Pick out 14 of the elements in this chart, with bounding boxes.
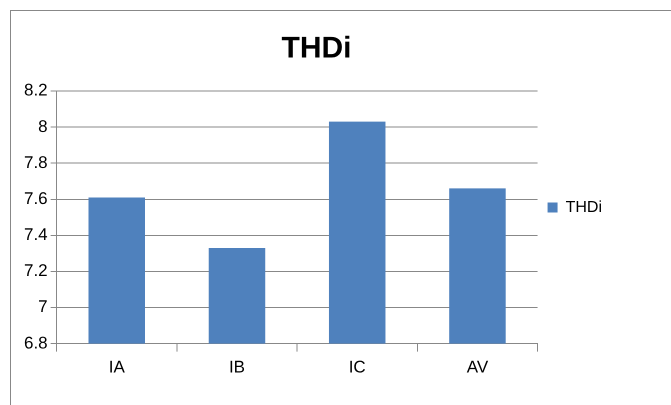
x-tick-label: IC: [348, 357, 366, 376]
y-tick-label: 7: [38, 297, 48, 316]
y-tick-label: 7.4: [24, 225, 48, 244]
y-tick-label: 8.2: [24, 80, 48, 100]
legend-label: THDi: [566, 198, 602, 216]
y-tick-label: 8: [38, 116, 48, 136]
y-tick-label: 7.8: [24, 152, 48, 172]
x-tick-label: IA: [108, 357, 126, 376]
chart-title: THDi: [282, 31, 352, 64]
y-tick-label: 7.2: [24, 261, 48, 280]
y-tick-label: 6.8: [24, 333, 48, 352]
x-tick-label: IB: [228, 357, 246, 376]
x-tick-label: AV: [466, 357, 489, 376]
y-tick-label: 7.6: [24, 188, 48, 208]
